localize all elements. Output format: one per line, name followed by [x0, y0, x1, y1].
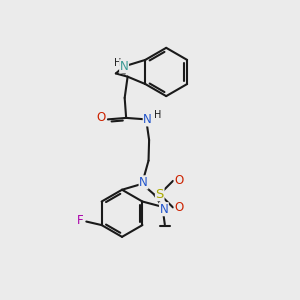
- Text: O: O: [174, 201, 184, 214]
- Text: F: F: [76, 214, 83, 227]
- Text: N: N: [143, 113, 152, 126]
- Text: O: O: [174, 174, 184, 188]
- Text: N: N: [160, 203, 168, 216]
- Text: O: O: [97, 111, 106, 124]
- Text: H: H: [114, 58, 121, 68]
- Text: N: N: [120, 60, 128, 73]
- Text: H: H: [154, 110, 162, 120]
- Text: S: S: [155, 188, 164, 201]
- Text: N: N: [139, 176, 148, 189]
